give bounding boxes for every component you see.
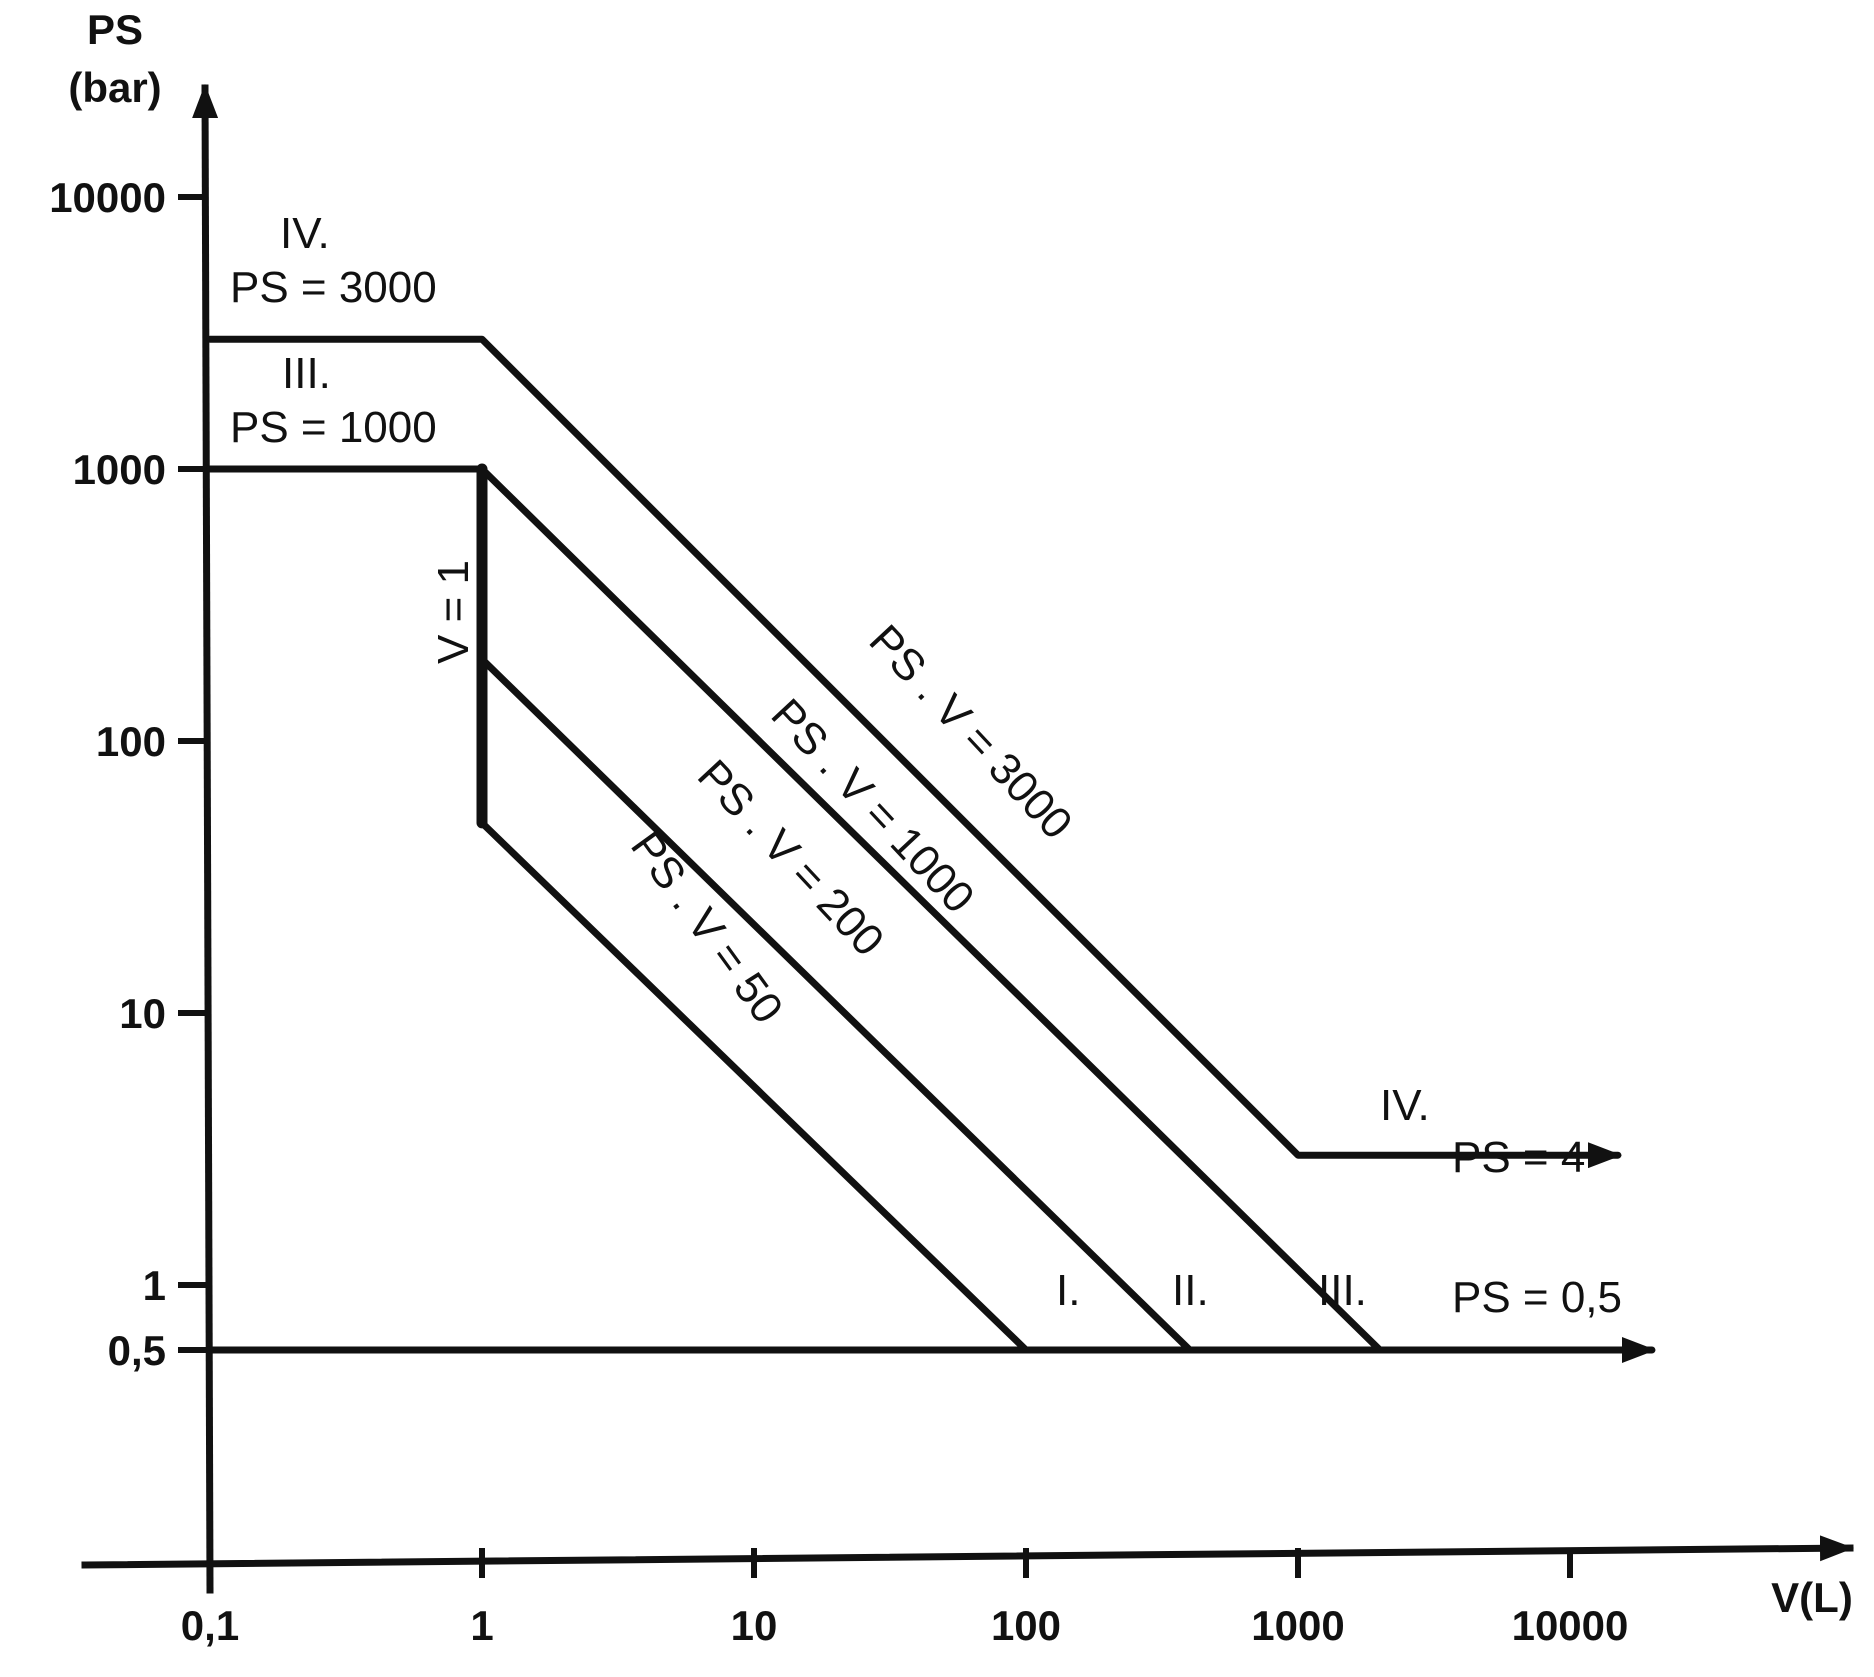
annotation-iii-top-num: III. — [282, 349, 331, 398]
y-tick-label: 1000 — [73, 446, 166, 493]
y-axis-label-line1: PS — [87, 6, 143, 53]
y-axis-label-line2: (bar) — [68, 64, 161, 111]
annotation-cat-i: I. — [1056, 1266, 1080, 1315]
annotation-cat-iii: III. — [1318, 1266, 1367, 1315]
x-axis-label: V(L) — [1771, 1574, 1853, 1621]
x-ticks: 0,1 1 10 100 1000 10000 — [181, 1548, 1629, 1649]
annotation-ps-05: PS = 0,5 — [1452, 1273, 1622, 1322]
curve-iv — [206, 335, 1622, 1169]
x-axis — [81, 1535, 1854, 1569]
annotation-iv-top-ps: PS = 3000 — [230, 263, 437, 312]
x-tick-label: 10 — [731, 1602, 778, 1649]
y-tick-label: 0,5 — [108, 1327, 166, 1374]
y-axis — [192, 84, 219, 1594]
y-tick-label: 10000 — [49, 174, 166, 221]
annotation-iv-top-num: IV. — [280, 209, 330, 258]
x-tick-label: 100 — [991, 1602, 1061, 1649]
x-tick-label: 10000 — [1512, 1602, 1629, 1649]
curve-ii — [478, 655, 1194, 1354]
curves — [206, 335, 1656, 1363]
annotation-iii-top-ps: PS = 1000 — [230, 403, 437, 452]
x-tick-label: 1 — [470, 1602, 493, 1649]
annotation-cat-ii: II. — [1172, 1266, 1209, 1315]
annotation-v1: V = 1 — [429, 560, 478, 664]
annotation-iv-right-num: IV. — [1380, 1081, 1430, 1130]
y-tick-label: 1 — [143, 1262, 166, 1309]
y-tick-label: 100 — [96, 718, 166, 765]
curve-i — [478, 819, 1030, 1354]
curve-iii — [206, 465, 1384, 1354]
x-tick-label: 0,1 — [181, 1602, 239, 1649]
y-ticks: 0,5 1 10 100 1000 10000 — [49, 174, 208, 1374]
y-tick-label: 10 — [119, 990, 166, 1037]
annotation-iv-right-ps: PS = 4 — [1452, 1133, 1585, 1182]
x-tick-label: 1000 — [1251, 1602, 1344, 1649]
